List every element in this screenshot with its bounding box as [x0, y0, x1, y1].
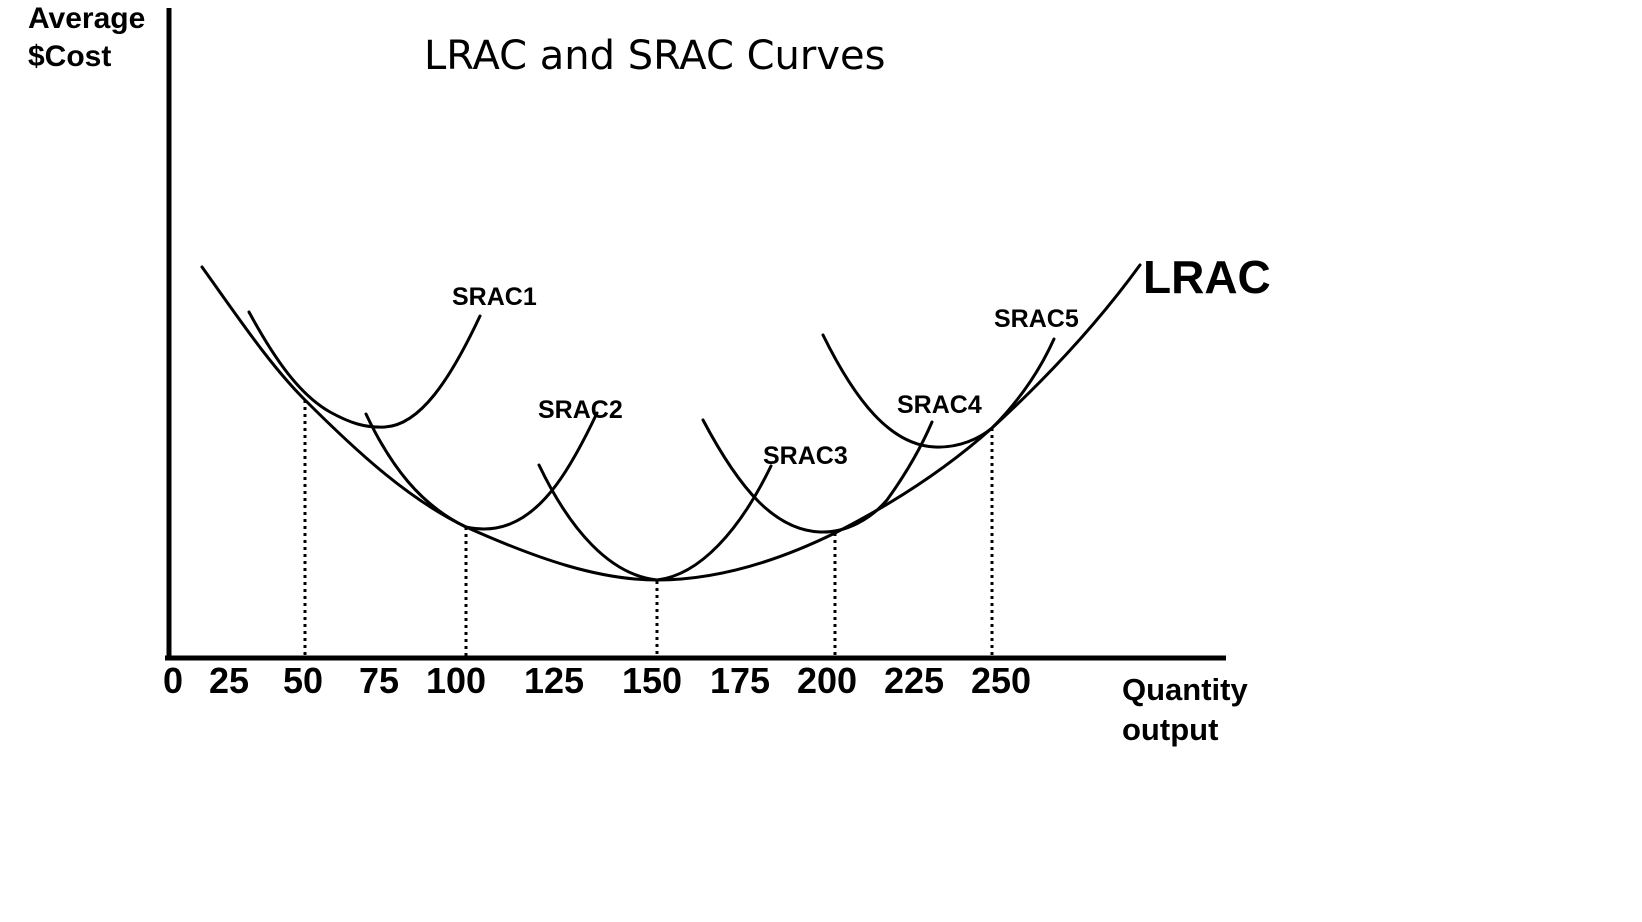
x-tick-175: 175 [709, 660, 771, 701]
x-tick-75: 75 [358, 660, 400, 701]
lrac-label: LRAC [1143, 251, 1271, 303]
x-axis-label: Quantity output [1122, 670, 1248, 750]
srac1-label: SRAC1 [452, 283, 537, 311]
x-axis-label-line2: output [1122, 712, 1219, 747]
srac5-label: SRAC5 [994, 305, 1079, 333]
srac3-label: SRAC3 [763, 442, 848, 470]
srac1-curve [247, 310, 482, 429]
srac2-label: SRAC2 [538, 396, 623, 424]
y-axis-label-line1: Average [28, 2, 146, 35]
x-tick-125: 125 [523, 660, 585, 701]
y-axis-label: Average $Cost [28, 0, 145, 76]
srac4-curve [701, 418, 934, 534]
x-tick-100: 100 [425, 660, 487, 701]
x-axis-label-line1: Quantity [1122, 672, 1248, 707]
tangency-guides [303, 400, 994, 656]
x-tick-0: 0 [162, 660, 184, 701]
x-tick-225: 225 [883, 660, 945, 701]
x-tick-150: 150 [621, 660, 683, 701]
srac3-curve [537, 463, 773, 582]
srac4-label: SRAC4 [897, 391, 982, 419]
x-tick-250: 250 [970, 660, 1032, 701]
y-axis-label-line2: $Cost [28, 40, 112, 73]
x-tick-50: 50 [282, 660, 324, 701]
x-tick-25: 25 [208, 660, 250, 701]
x-tick-200: 200 [796, 660, 858, 701]
chart-title: LRAC and SRAC Curves [424, 33, 886, 79]
srac5-curve [821, 333, 1056, 449]
srac2-curve [364, 411, 599, 531]
